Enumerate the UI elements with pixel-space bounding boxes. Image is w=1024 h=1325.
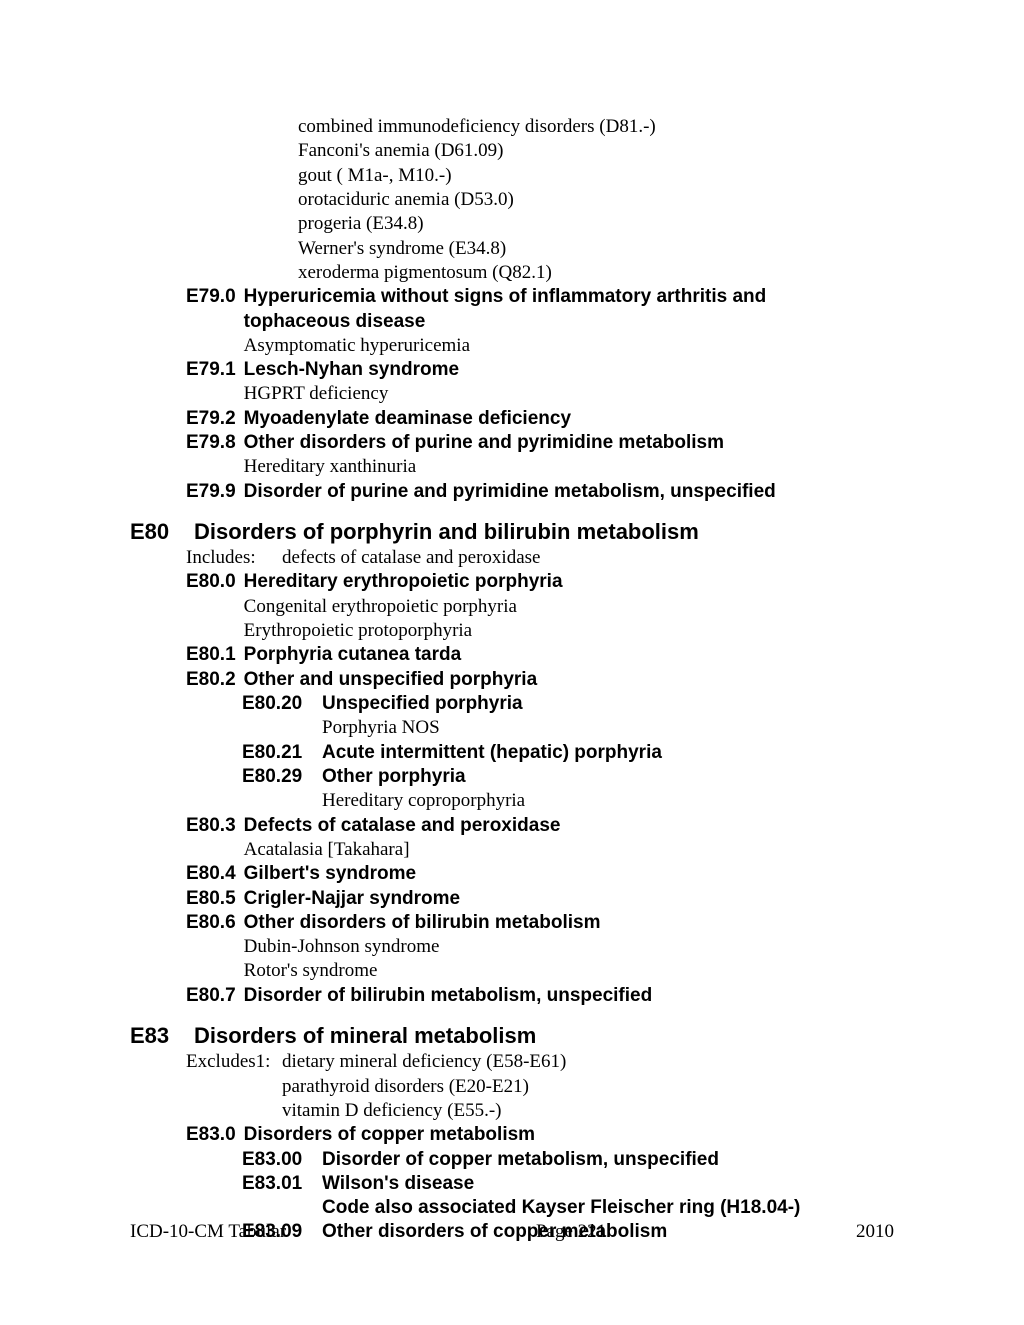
includes-text: defects of catalase and peroxidase [282, 546, 894, 570]
page-footer: ICD-10-CM Tabular Page 221 2010 [130, 1221, 894, 1243]
code-row-e80-29: E80.29 Other porphyria Hereditary coprop… [242, 765, 894, 814]
category-row-e83: E83 Disorders of mineral metabolism [130, 1022, 894, 1050]
code-label: E79.8 [186, 431, 244, 480]
category-code: E80 [130, 518, 194, 546]
code-row-e83-0: E83.0 Disorders of copper metabolism [186, 1123, 894, 1147]
exclusion-item: combined immunodeficiency disorders (D81… [298, 115, 894, 139]
code-row-e80-2: E80.2 Other and unspecified porphyria [186, 668, 894, 692]
code-label: E80.21 [242, 741, 322, 765]
code-subtext: Erythropoietic protoporphyria [244, 619, 894, 643]
code-title: Disorder of purine and pyrimidine metabo… [244, 480, 894, 504]
code-label: E80.7 [186, 984, 244, 1008]
footer-left: ICD-10-CM Tabular [130, 1221, 286, 1243]
code-title: Other disorders of purine and pyrimidine… [244, 431, 894, 455]
code-title: tophaceous disease [244, 310, 894, 334]
code-row-e79-8: E79.8 Other disorders of purine and pyri… [186, 431, 894, 480]
category-code: E83 [130, 1022, 194, 1050]
includes-label: Includes: [186, 546, 282, 570]
code-subtext: Hereditary coproporphyria [322, 789, 894, 813]
code-row-e80-0: E80.0 Hereditary erythropoietic porphyri… [186, 570, 894, 643]
category-title: Disorders of porphyrin and bilirubin met… [194, 518, 894, 546]
code-title: Myoadenylate deaminase deficiency [244, 407, 894, 431]
code-row-e79-0: E79.0 Hyperuricemia without signs of inf… [186, 285, 894, 358]
code-title: Hereditary erythropoietic porphyria [244, 570, 894, 594]
code-title: Disorder of bilirubin metabolism, unspec… [244, 984, 894, 1008]
code-label: E79.9 [186, 480, 244, 504]
excludes-text: dietary mineral deficiency (E58-E61) [282, 1050, 894, 1074]
excludes-text: vitamin D deficiency (E55.-) [282, 1099, 894, 1123]
code-title: Hyperuricemia without signs of inflammat… [244, 285, 894, 309]
code-label: E83.01 [242, 1172, 322, 1221]
code-row-e79-1: E79.1 Lesch-Nyhan syndrome HGPRT deficie… [186, 358, 894, 407]
code-subtext: Hereditary xanthinuria [244, 455, 894, 479]
code-row-e80-21: E80.21 Acute intermittent (hepatic) porp… [242, 741, 894, 765]
code-label: E83.0 [186, 1123, 244, 1147]
code-label: E80.6 [186, 911, 244, 984]
code-row-e79-9: E79.9 Disorder of purine and pyrimidine … [186, 480, 894, 504]
code-title: Disorder of copper metabolism, unspecifi… [322, 1148, 894, 1172]
exclusion-item: Werner's syndrome (E34.8) [298, 237, 894, 261]
code-subtext: HGPRT deficiency [244, 382, 894, 406]
code-title: Other and unspecified porphyria [244, 668, 894, 692]
code-label: E80.5 [186, 887, 244, 911]
code-label: E83.00 [242, 1148, 322, 1172]
includes-row: Includes: defects of catalase and peroxi… [186, 546, 894, 570]
code-row-e80-4: E80.4 Gilbert's syndrome [186, 862, 894, 886]
exclusion-item: orotaciduric anemia (D53.0) [298, 188, 894, 212]
code-title: Other porphyria [322, 765, 894, 789]
code-row-e83-01: E83.01 Wilson's disease Code also associ… [242, 1172, 894, 1221]
excludes-label: Excludes1: [186, 1050, 282, 1123]
code-title: Porphyria cutanea tarda [244, 643, 894, 667]
exclusion-item: gout ( M1a-, M10.-) [298, 164, 894, 188]
code-row-e79-2: E79.2 Myoadenylate deaminase deficiency [186, 407, 894, 431]
code-title: Crigler-Najjar syndrome [244, 887, 894, 911]
code-note: Code also associated Kayser Fleischer ri… [322, 1196, 894, 1220]
code-row-e80-7: E80.7 Disorder of bilirubin metabolism, … [186, 984, 894, 1008]
code-subtext: Porphyria NOS [322, 716, 894, 740]
code-label: E79.0 [186, 285, 244, 358]
code-row-e80-3: E80.3 Defects of catalase and peroxidase… [186, 814, 894, 863]
code-subtext: Asymptomatic hyperuricemia [244, 334, 894, 358]
code-label: E79.2 [186, 407, 244, 431]
category-row-e80: E80 Disorders of porphyrin and bilirubin… [130, 518, 894, 546]
code-label: E79.1 [186, 358, 244, 407]
code-label: E80.1 [186, 643, 244, 667]
code-title: Lesch-Nyhan syndrome [244, 358, 894, 382]
exclusion-item: progeria (E34.8) [298, 212, 894, 236]
code-title: Acute intermittent (hepatic) porphyria [322, 741, 894, 765]
exclusion-item: xeroderma pigmentosum (Q82.1) [298, 261, 894, 285]
code-title: Unspecified porphyria [322, 692, 894, 716]
code-row-e80-20: E80.20 Unspecified porphyria Porphyria N… [242, 692, 894, 741]
code-row-e83-00: E83.00 Disorder of copper metabolism, un… [242, 1148, 894, 1172]
code-title: Gilbert's syndrome [244, 862, 894, 886]
category-title: Disorders of mineral metabolism [194, 1022, 894, 1050]
code-subtext: Rotor's syndrome [244, 959, 894, 983]
code-subtext: Acatalasia [Takahara] [244, 838, 894, 862]
code-row-e80-5: E80.5 Crigler-Najjar syndrome [186, 887, 894, 911]
code-row-e80-1: E80.1 Porphyria cutanea tarda [186, 643, 894, 667]
code-label: E80.4 [186, 862, 244, 886]
code-title: Defects of catalase and peroxidase [244, 814, 894, 838]
code-label: E80.2 [186, 668, 244, 692]
code-label: E80.0 [186, 570, 244, 643]
code-title: Other disorders of bilirubin metabolism [244, 911, 894, 935]
footer-right: 2010 [856, 1221, 894, 1243]
code-label: E80.29 [242, 765, 322, 814]
excludes-text: parathyroid disorders (E20-E21) [282, 1075, 894, 1099]
excludes-row: Excludes1: dietary mineral deficiency (E… [186, 1050, 894, 1123]
footer-center: Page 221 [536, 1221, 606, 1243]
code-subtext: Dubin-Johnson syndrome [244, 935, 894, 959]
exclusion-item: Fanconi's anemia (D61.09) [298, 139, 894, 163]
document-page: combined immunodeficiency disorders (D81… [0, 0, 1024, 1285]
code-title: Wilson's disease [322, 1172, 894, 1196]
code-subtext: Congenital erythropoietic porphyria [244, 595, 894, 619]
code-row-e80-6: E80.6 Other disorders of bilirubin metab… [186, 911, 894, 984]
code-title: Disorders of copper metabolism [244, 1123, 894, 1147]
code-label: E80.3 [186, 814, 244, 863]
code-label: E80.20 [242, 692, 322, 741]
